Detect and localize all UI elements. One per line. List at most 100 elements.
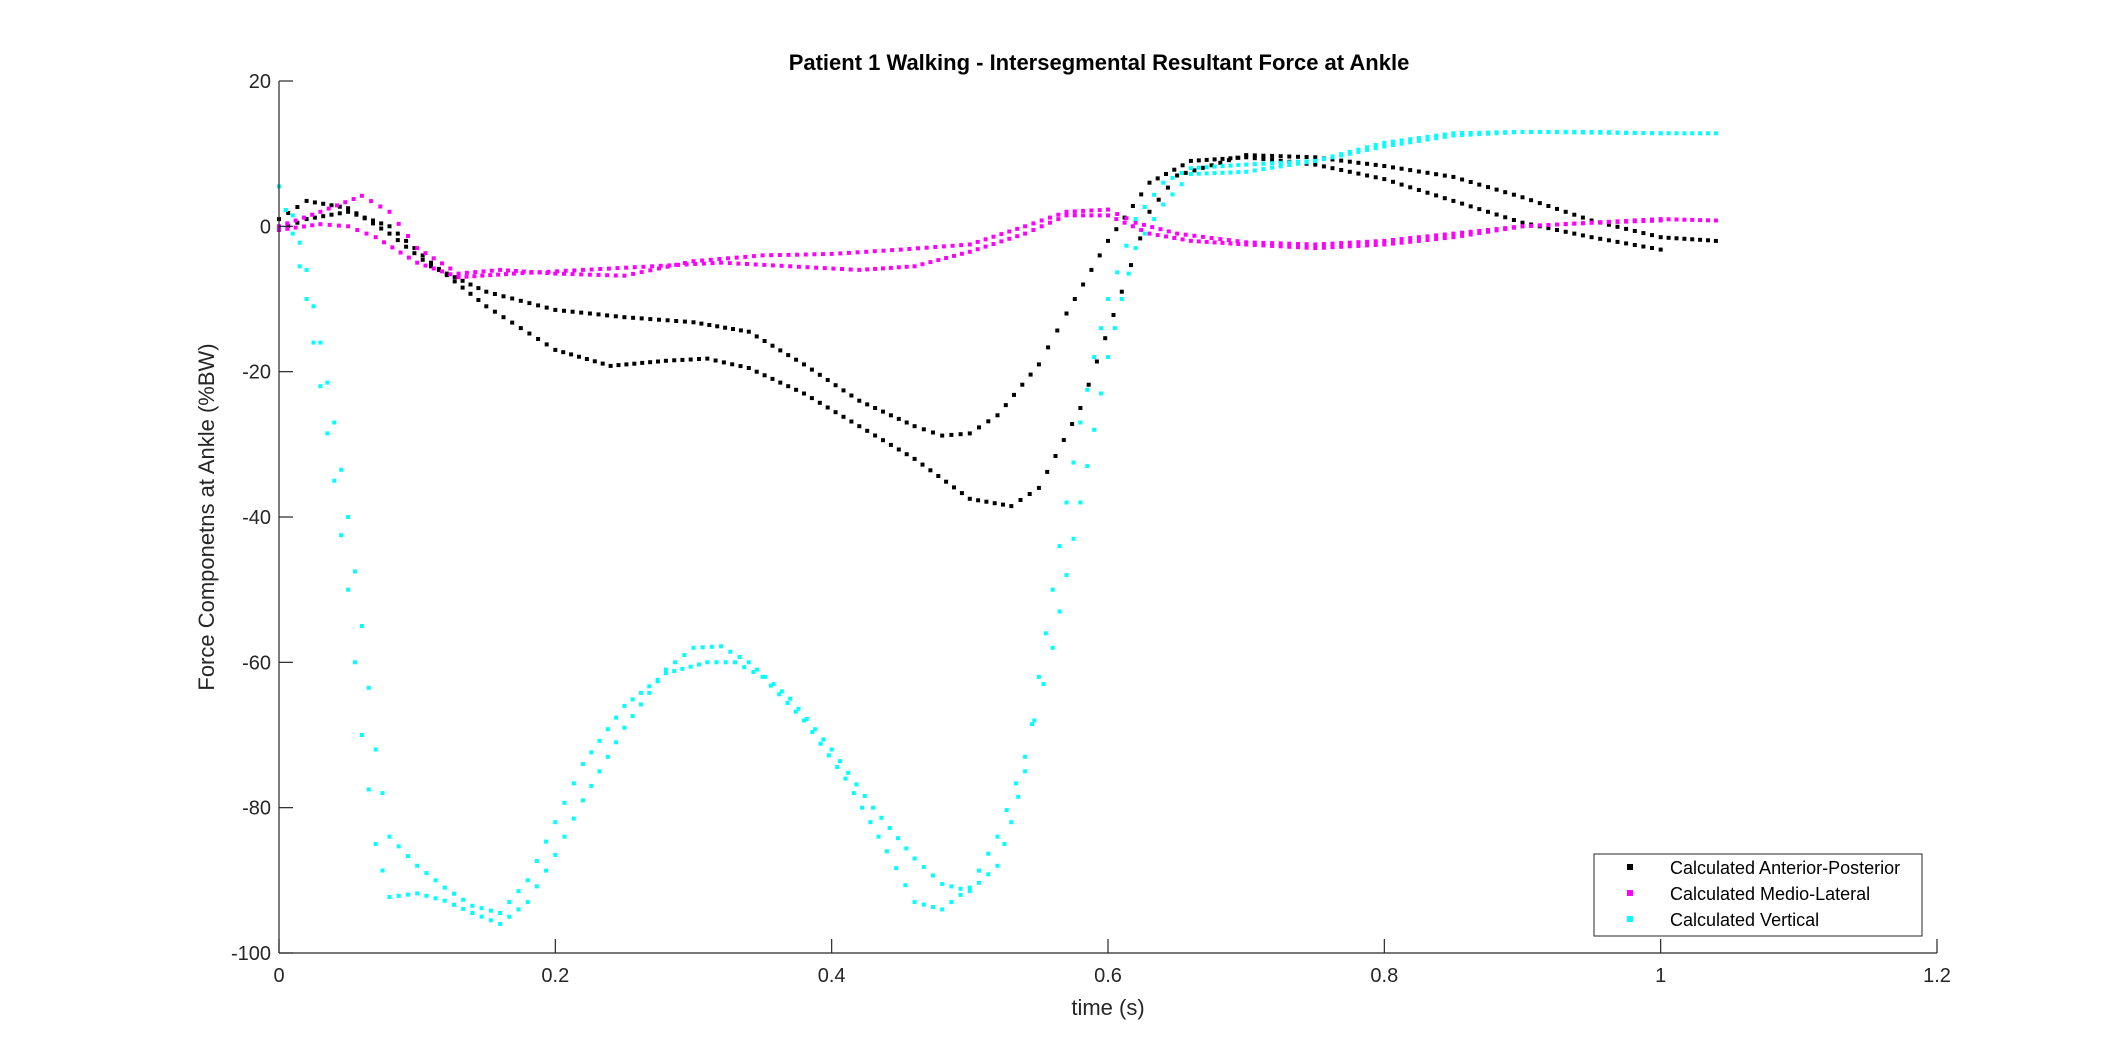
data-point: [1261, 157, 1266, 162]
data-point: [769, 253, 774, 258]
data-point: [931, 905, 935, 909]
data-point: [1503, 130, 1508, 135]
data-point: [1391, 179, 1395, 184]
data-point: [511, 271, 516, 276]
data-point: [1261, 167, 1266, 172]
data-point: [1172, 167, 1177, 172]
data-point: [1674, 236, 1679, 241]
data-point: [802, 718, 806, 723]
data-point: [436, 266, 441, 271]
data-point: [728, 649, 733, 654]
data-point: [1039, 224, 1044, 229]
data-point: [958, 432, 963, 437]
data-point: [1172, 236, 1177, 240]
data-point: [1196, 239, 1201, 244]
data-point: [362, 215, 367, 220]
data-point: [803, 252, 808, 257]
data-point: [967, 242, 972, 247]
data-point: [448, 266, 453, 271]
data-point: [1188, 158, 1193, 163]
data-point: [1141, 222, 1146, 227]
data-point: [793, 709, 798, 714]
data-point: [857, 267, 862, 272]
data-point: [1460, 230, 1465, 235]
data-point: [855, 250, 860, 255]
data-point: [510, 320, 515, 325]
data-point: [616, 363, 621, 368]
data-point: [605, 313, 610, 318]
data-point: [1212, 157, 1217, 162]
data-point: [1330, 241, 1335, 246]
data-point: [378, 204, 383, 209]
data-point: [1330, 157, 1335, 162]
data-point: [1624, 131, 1629, 135]
data-point: [959, 243, 964, 248]
data-point: [680, 666, 685, 671]
data-point: [339, 533, 344, 538]
data-point: [770, 343, 775, 348]
data-point: [1468, 232, 1473, 237]
data-point: [488, 918, 493, 923]
data-point: [587, 311, 592, 316]
data-point: [1018, 498, 1023, 502]
data-point: [579, 310, 584, 315]
data-point: [1572, 231, 1577, 236]
data-point: [1235, 155, 1240, 160]
data-point: [1055, 328, 1060, 333]
data-point: [534, 859, 539, 863]
data-point: [513, 269, 518, 273]
data-point: [327, 222, 332, 227]
data-point: [285, 221, 290, 226]
data-point: [1164, 234, 1168, 239]
data-point: [1537, 130, 1542, 134]
data-point: [903, 883, 908, 888]
data-point: [1434, 172, 1439, 177]
data-point: [1468, 204, 1473, 209]
data-point: [1546, 226, 1551, 231]
data-point: [1477, 130, 1482, 135]
data-point: [510, 296, 515, 301]
data-point: [1624, 219, 1629, 224]
data-point: [1142, 205, 1147, 209]
data-point: [1356, 171, 1361, 176]
data-point: [1097, 253, 1102, 258]
data-point: [639, 690, 643, 695]
data-point: [1347, 244, 1352, 249]
data-point: [896, 265, 901, 270]
data-point: [1041, 682, 1046, 687]
data-point: [967, 431, 972, 436]
data-point: [481, 269, 486, 274]
data-point: [1036, 485, 1041, 490]
data-point: [304, 267, 309, 272]
data-point: [332, 420, 337, 425]
data-point: [656, 359, 660, 364]
data-point: [479, 914, 484, 919]
data-point: [415, 863, 420, 868]
data-point: [1598, 220, 1603, 225]
data-point: [1451, 131, 1456, 136]
data-point: [498, 921, 503, 926]
data-point: [1235, 239, 1240, 244]
data-point: [572, 268, 577, 273]
data-point: [868, 820, 873, 825]
data-point: [1580, 221, 1585, 226]
data-point: [1641, 219, 1646, 224]
data-point: [1015, 226, 1020, 231]
data-point: [851, 791, 856, 796]
data-point: [1330, 166, 1335, 171]
data-point: [860, 805, 865, 810]
data-point: [848, 267, 853, 272]
data-point: [1529, 130, 1534, 134]
data-point: [1081, 213, 1086, 218]
data-point: [1097, 213, 1102, 218]
data-point: [719, 260, 724, 265]
data-point: [1133, 217, 1138, 222]
data-point: [805, 265, 810, 270]
data-point: [770, 263, 775, 268]
data-point: [1287, 160, 1292, 165]
data-point: [1119, 289, 1124, 294]
data-point: [631, 271, 636, 276]
data-point: [888, 442, 893, 447]
data-point: [871, 805, 876, 810]
data-point: [1270, 165, 1275, 170]
